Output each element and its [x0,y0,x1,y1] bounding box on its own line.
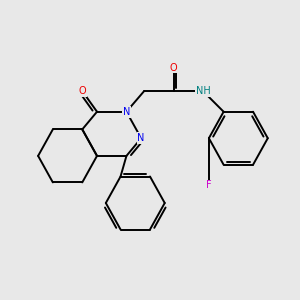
Text: N: N [137,133,145,143]
Text: N: N [123,107,130,117]
Text: O: O [79,86,86,96]
Text: O: O [170,63,177,73]
Text: F: F [206,180,212,190]
Text: NH: NH [196,86,210,96]
